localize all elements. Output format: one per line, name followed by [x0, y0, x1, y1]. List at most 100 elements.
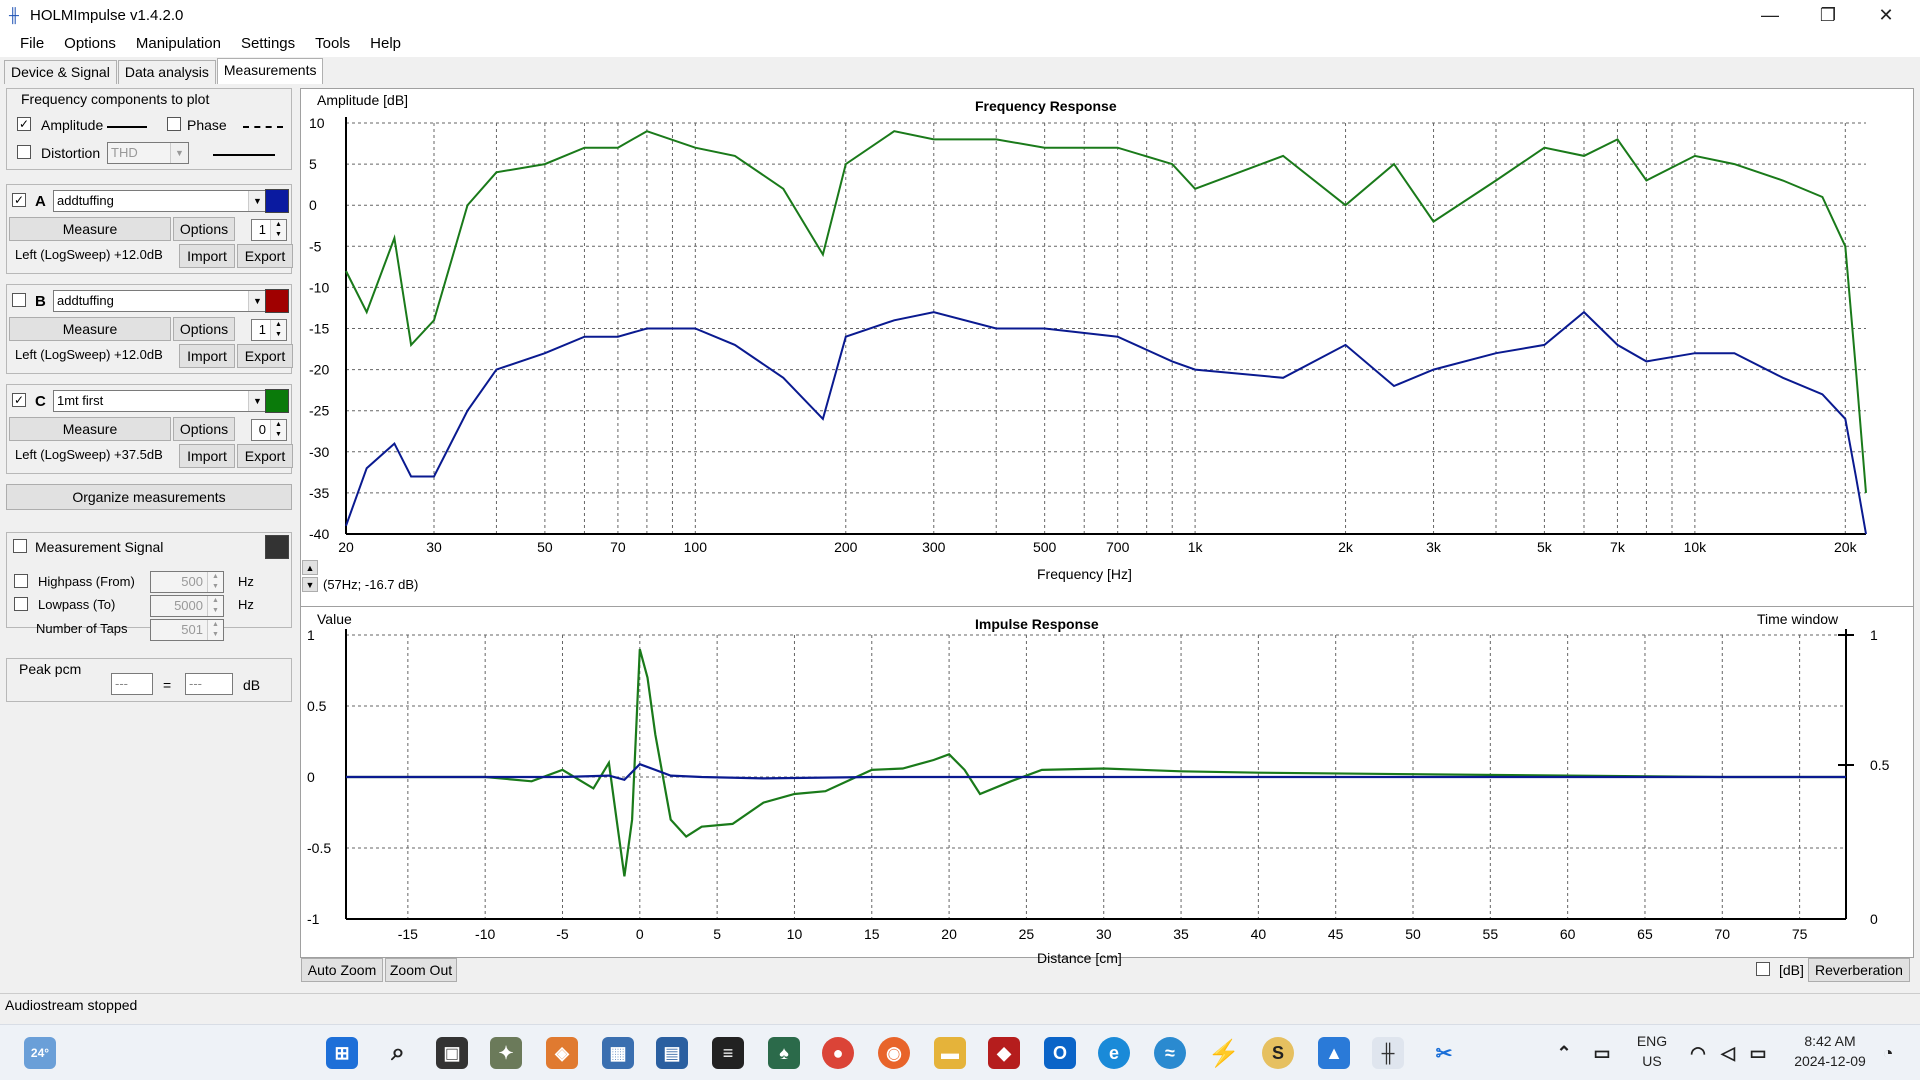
organize-measurements-button[interactable]: Organize measurements	[6, 484, 292, 510]
measurement-a-export-button[interactable]: Export	[237, 244, 293, 268]
measurement-a-checkbox[interactable]: ✓	[12, 193, 26, 207]
phase-checkbox[interactable]	[167, 117, 181, 131]
peak-left-field[interactable]: ---	[111, 673, 153, 695]
measurement-signal-checkbox[interactable]	[13, 539, 27, 553]
menu-manipulation[interactable]: Manipulation	[135, 35, 221, 52]
peak-label: Peak pcm	[19, 661, 82, 677]
weather-icon[interactable]: 24°	[24, 1037, 56, 1069]
measurement-b-spinner[interactable]: 1 ▲ ▼	[251, 319, 287, 341]
file-explorer-icon[interactable]: ▬	[934, 1037, 966, 1069]
measurement-b-export-button[interactable]: Export	[237, 344, 293, 368]
speaker-muted-icon[interactable]: ◁	[1721, 1042, 1735, 1063]
measurement-b-import-button[interactable]: Import	[179, 344, 235, 368]
measurement-a-spinner[interactable]: 1 ▲ ▼	[251, 219, 287, 241]
phase-label: Phase	[187, 117, 227, 133]
measurement-a-select[interactable]: addtuffing ▼	[53, 190, 267, 212]
measurement-a-measure-button[interactable]: Measure	[9, 217, 171, 241]
measurement-b-options-button[interactable]: Options	[173, 317, 235, 341]
scroll-down-button[interactable]: ▼	[302, 577, 318, 592]
copilot-icon[interactable]: ◈	[546, 1037, 578, 1069]
menu-settings[interactable]: Settings	[240, 35, 296, 52]
x-tick-label: 60	[1560, 926, 1576, 942]
chevron-up-icon[interactable]: ⌃	[1556, 1042, 1572, 1063]
tab-data-analysis[interactable]: Data analysis	[117, 60, 216, 84]
measurement-a-options-button[interactable]: Options	[173, 217, 235, 241]
measurement-c-measure-button[interactable]: Measure	[9, 417, 171, 441]
auto-zoom-button[interactable]: Auto Zoom	[301, 958, 383, 982]
menu-file[interactable]: File	[20, 35, 45, 52]
measurement-signal-label: Measurement Signal	[35, 539, 164, 555]
restore-button[interactable]: ❐	[1819, 4, 1837, 25]
distortion-select[interactable]: THD ▼	[107, 142, 189, 164]
app-icon-3[interactable]: ≈	[1154, 1037, 1186, 1069]
measurement-c-select[interactable]: 1mt first ▼	[53, 390, 267, 412]
menu-options[interactable]: Options	[64, 35, 116, 52]
measurement-b-measure-button[interactable]: Measure	[9, 317, 171, 341]
x-tick-label: 10k	[1684, 539, 1708, 555]
menu-help[interactable]: Help	[370, 35, 402, 52]
notification-bell-icon[interactable]: ◔	[1882, 1042, 1894, 1063]
menu-tools[interactable]: Tools	[315, 35, 351, 52]
notepad-icon[interactable]: ▤	[656, 1037, 688, 1069]
reverberation-button[interactable]: Reverberation	[1808, 958, 1910, 982]
taps-input[interactable]: 501 ▲ ▼	[150, 619, 224, 641]
frequency-response-panel[interactable]: Amplitude [dB] Frequency Response 20 30 50…	[300, 88, 1914, 608]
app-icon-5[interactable]: ▲	[1318, 1037, 1350, 1069]
wifi-icon[interactable]: ◠	[1690, 1042, 1706, 1063]
holmimpulse-taskbar-icon[interactable]: ╫	[1372, 1037, 1404, 1069]
clock-date[interactable]: 2024-12-09	[1794, 1053, 1866, 1069]
zoom-out-button[interactable]: Zoom Out	[385, 958, 457, 982]
start-icon[interactable]: ⊞	[326, 1037, 358, 1069]
highpass-checkbox[interactable]	[14, 574, 28, 588]
frequency-response-chart[interactable]: 20 30 50 70 100 200 300 500 700 1k 2k 3k 5k 7k 10k 20k1…	[301, 89, 1913, 607]
measurement-c-spinner[interactable]: 0 ▲ ▼	[251, 419, 287, 441]
measurement-b-color-swatch[interactable]	[265, 289, 289, 313]
tab-device-signal[interactable]: Device & Signal	[4, 60, 117, 84]
impulse-response-chart[interactable]: -15 -10 -5 0 5 10 15 20 25 30 35 40 45 50 55 60 65 70 7510…	[301, 607, 1913, 957]
distortion-checkbox[interactable]	[17, 145, 31, 159]
clock-time[interactable]: 8:42 AM	[1804, 1033, 1856, 1049]
lowpass-checkbox[interactable]	[14, 597, 28, 611]
measurement-c-import-button[interactable]: Import	[179, 444, 235, 468]
scroll-up-button[interactable]: ▲	[302, 560, 318, 575]
status-text: Audiostream stopped	[5, 997, 138, 1013]
db-checkbox[interactable]	[1756, 962, 1770, 976]
measurement-c-options-button[interactable]: Options	[173, 417, 235, 441]
outlook-icon[interactable]: O	[1044, 1037, 1076, 1069]
measurement-c-checkbox[interactable]: ✓	[12, 393, 26, 407]
region-label[interactable]: US	[1642, 1053, 1662, 1069]
language-label[interactable]: ENG	[1636, 1033, 1668, 1049]
lightning-icon[interactable]: ⚡	[1207, 1037, 1241, 1068]
app-icon-4[interactable]: S	[1262, 1037, 1294, 1069]
search-icon[interactable]: ⌕	[391, 1039, 405, 1066]
app-icon-2[interactable]: ◆	[988, 1037, 1020, 1069]
measurement-c-color-swatch[interactable]	[265, 389, 289, 413]
measurement-c-export-button[interactable]: Export	[237, 444, 293, 468]
solitaire-icon[interactable]: ♠	[768, 1037, 800, 1069]
task-view-icon[interactable]: ▣	[436, 1037, 468, 1069]
terminal-icon[interactable]: ≡	[712, 1037, 744, 1069]
impulse-response-panel[interactable]: Value Impulse Response Time window -15 -1…	[300, 606, 1914, 966]
app-icon-1[interactable]: ✦	[490, 1037, 522, 1069]
firefox-icon[interactable]: ◉	[878, 1037, 910, 1069]
edge-icon[interactable]: e	[1098, 1037, 1130, 1069]
minimize-button[interactable]: —	[1761, 4, 1779, 25]
impulse-xlabel: Distance [cm]	[1037, 950, 1122, 966]
highpass-input[interactable]: 500 ▲ ▼	[150, 571, 224, 593]
calculator-icon[interactable]: ▦	[602, 1037, 634, 1069]
measurement-b-checkbox[interactable]	[12, 293, 26, 307]
snipping-tool-icon[interactable]: ✂	[1435, 1042, 1453, 1065]
measurement-b-select[interactable]: addtuffing ▼	[53, 290, 267, 312]
chrome-icon[interactable]: ●	[822, 1037, 854, 1069]
measurement-a-color-swatch[interactable]	[265, 189, 289, 213]
taps-label: Number of Taps	[36, 621, 128, 636]
lowpass-input[interactable]: 5000 ▲ ▼	[150, 595, 224, 617]
peak-right-field[interactable]: ---	[185, 673, 233, 695]
measurement-a-import-button[interactable]: Import	[179, 244, 235, 268]
tab-measurements[interactable]: Measurements	[216, 58, 324, 84]
battery-icon[interactable]: ▭	[1749, 1042, 1767, 1063]
amplitude-checkbox[interactable]: ✓	[17, 117, 31, 131]
signal-color-swatch[interactable]	[265, 535, 289, 559]
close-button[interactable]: ✕	[1878, 4, 1894, 25]
keyboard-icon[interactable]: ▭	[1593, 1042, 1611, 1063]
